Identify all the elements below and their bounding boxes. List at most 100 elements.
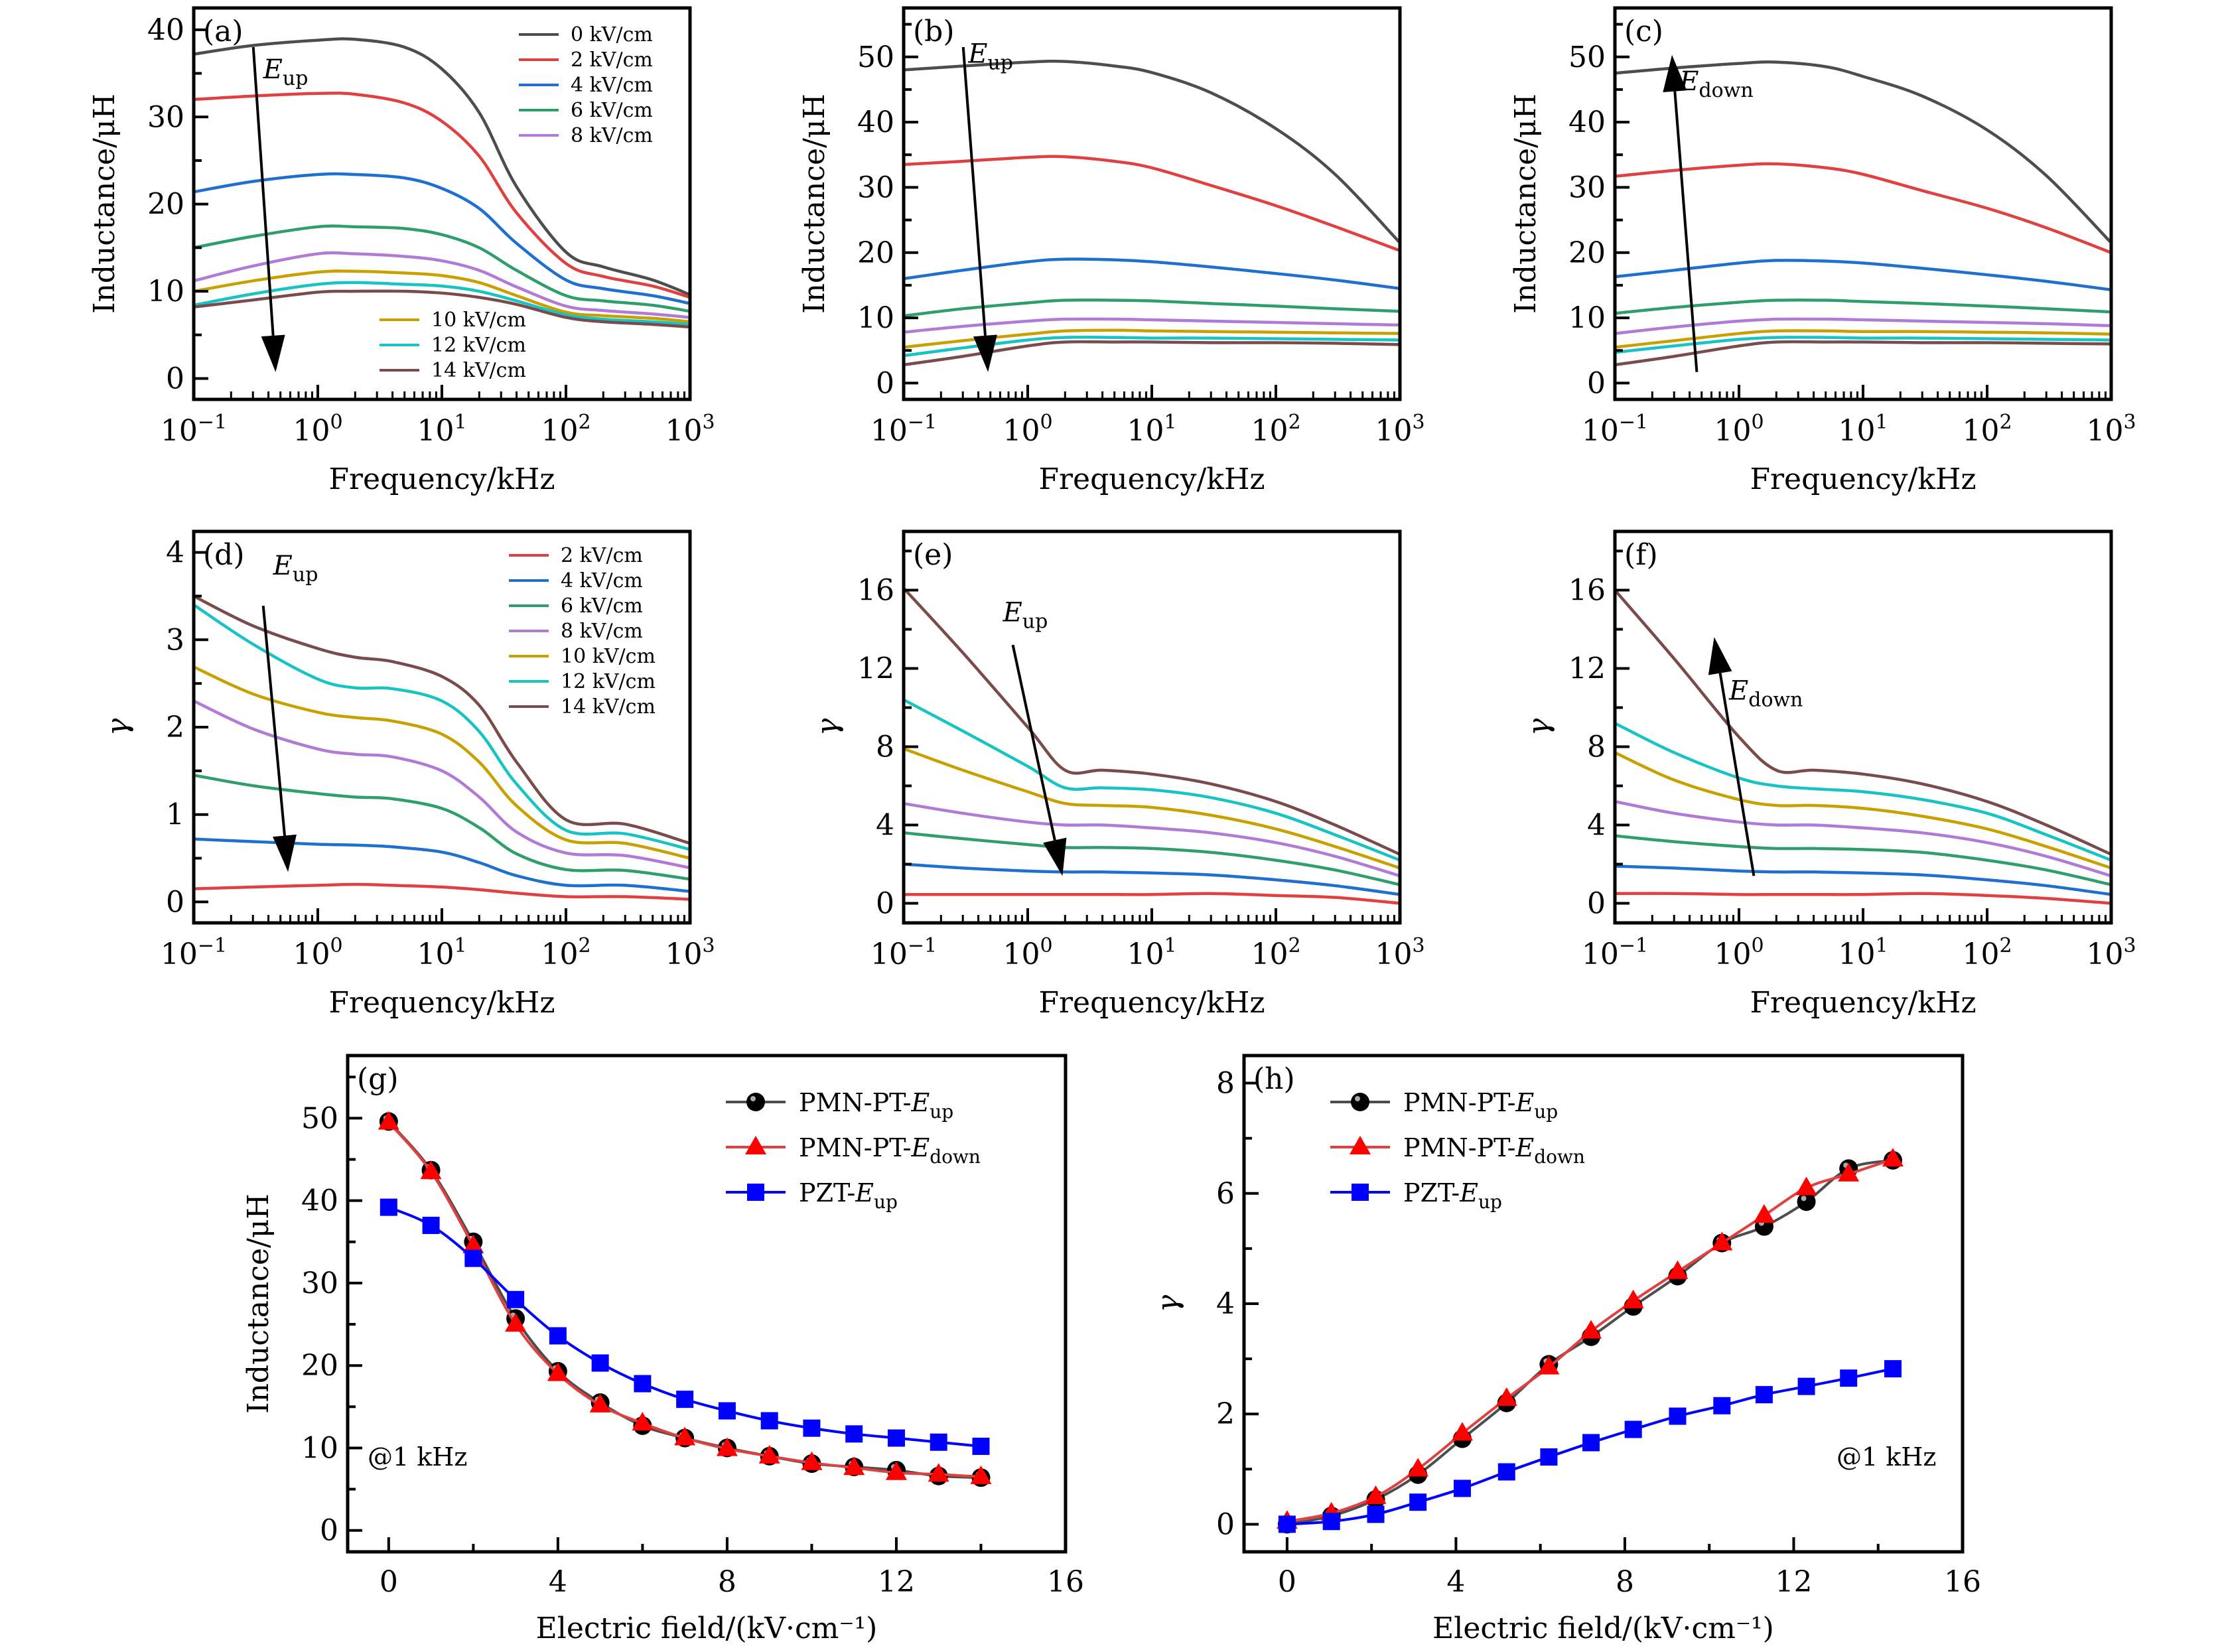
y-tick-label: 30 (857, 171, 894, 204)
y-tick-label: 4 (1216, 1287, 1235, 1321)
legend-label: PMN-PT-Edown (1403, 1133, 1585, 1168)
data-point-square (676, 1391, 694, 1409)
series-line-8kV (904, 801, 1400, 878)
series-line-2kV (904, 155, 1400, 252)
data-point-square (930, 1433, 947, 1451)
x-tick-label: 101 (417, 934, 466, 971)
data-point-triangle (716, 1437, 738, 1456)
series-line-12kV (1615, 722, 2111, 862)
x-tick-label: 103 (1375, 411, 1424, 448)
series-line-10kV (1615, 751, 2111, 870)
y-tick-label: 8 (1216, 1067, 1235, 1101)
legend-label: 6 kV/cm (561, 594, 643, 618)
x-axis-label: Frequency/kHz (1038, 986, 1265, 1020)
series-line-0kV (904, 59, 1400, 244)
data-point-triangle (505, 1313, 527, 1332)
series-line-triangle (387, 1121, 981, 1478)
y-tick-label: 16 (857, 574, 894, 608)
x-tick-label: 10−1 (1582, 411, 1648, 448)
legend-marker-square (747, 1184, 764, 1201)
x-axis-label: Frequency/kHz (1750, 462, 1976, 496)
y-tick-label: 0 (1587, 366, 1606, 400)
legend-label: 4 kV/cm (571, 74, 653, 97)
data-point-square (845, 1425, 863, 1443)
series-line-8kV (194, 251, 690, 319)
data-point-triangle (1795, 1176, 1817, 1196)
series-line-6kV (904, 298, 1400, 318)
plot-area (1615, 589, 2111, 905)
frequency-note: @1 kHz (1837, 1442, 1936, 1472)
x-tick-label: 103 (2086, 934, 2136, 971)
series-line-14kV (194, 289, 690, 329)
plot-area (904, 59, 1400, 367)
panel-tag: (a) (203, 15, 243, 48)
x-tick-label: 101 (1838, 411, 1888, 448)
x-tick-label: 10−1 (870, 411, 937, 448)
axes-frame (1242, 1054, 1965, 1554)
data-point-square (972, 1437, 990, 1455)
series-line-12kV (1615, 336, 2111, 354)
x-tick-label: 101 (417, 411, 466, 448)
series-line-14kV (1615, 589, 2111, 856)
x-tick-label: 12 (1775, 1565, 1812, 1599)
legend-label: 14 kV/cm (431, 359, 526, 382)
legend-marker-circle (746, 1093, 765, 1111)
series-line-4kV (904, 862, 1400, 896)
data-point-triangle (547, 1362, 569, 1381)
y-tick-label: 0 (166, 362, 184, 395)
legend: PMN-PT-Eup PMN-PT-Edown PZT-Eup (726, 1088, 981, 1213)
series-line-12kV (194, 281, 690, 326)
legend-label: 12 kV/cm (561, 670, 656, 693)
x-axis-label: Frequency/kHz (328, 986, 555, 1020)
series-line-0kV (1615, 60, 2111, 244)
x-tick-label: 101 (1127, 411, 1176, 448)
series-line-4kV (1615, 864, 2111, 896)
series-line-8kV (194, 699, 690, 870)
legend-label: 2 kV/cm (571, 48, 653, 72)
legend-label: 10 kV/cm (561, 645, 656, 668)
x-axis-label: Electric field/(kV·cm⁻¹) (536, 1612, 878, 1645)
legend-label: 14 kV/cm (561, 695, 656, 719)
panel-b: 0 10 20 30 40 50 10−1 100 101 102 103 Frequency/kHz… (798, 6, 1425, 496)
x-tick-label: 102 (1251, 411, 1300, 448)
arrow-shaft (251, 46, 275, 336)
x-axis-label: Electric field/(kV·cm⁻¹) (1432, 1612, 1774, 1645)
x-tick-label: 100 (1714, 934, 1764, 971)
panel-g: 0 10 20 30 40 50 0 4 8 12 16 Electric field/(kV·cm⁻… (242, 1054, 1084, 1645)
panel-tag: (g) (357, 1062, 399, 1096)
series-line-0kV (194, 37, 690, 297)
y-tick-label: 20 (857, 236, 894, 270)
panel-tag: (h) (1253, 1062, 1295, 1096)
legend-label: 10 kV/cm (431, 309, 526, 332)
data-point-triangle (1580, 1320, 1602, 1339)
series-line-4kV (1615, 259, 2111, 292)
y-tick-label: 4 (876, 809, 894, 843)
y-tick-label: 50 (1568, 40, 1606, 74)
arrow-down-icon (273, 834, 297, 872)
data-point-square (1797, 1377, 1815, 1395)
data-point-triangle (801, 1451, 823, 1470)
data-point-square (1624, 1420, 1642, 1438)
data-point-triangle (674, 1426, 696, 1446)
series-line-6kV (1615, 834, 2111, 886)
x-tick-label: 16 (1047, 1565, 1084, 1599)
y-tick-label: 4 (166, 536, 184, 570)
arrow-shaft (1011, 644, 1056, 841)
legend-label: 8 kV/cm (571, 124, 653, 147)
x-tick-label: 10−1 (870, 934, 937, 971)
x-tick-label: 102 (1962, 934, 2012, 971)
y-tick-label: 0 (320, 1514, 338, 1548)
x-tick-label: 102 (541, 934, 590, 971)
panel-f: 0 4 8 12 16 10−1 100 101 102 103 Frequency/kHz γ (f)… (1522, 529, 2136, 1020)
y-tick-label: 2 (1216, 1397, 1235, 1431)
series-line-8kV (904, 317, 1400, 334)
x-tick-label: 0 (1278, 1565, 1296, 1599)
arrow-down-icon (261, 334, 285, 372)
data-point-square (380, 1198, 397, 1216)
x-tick-label: 100 (1003, 934, 1052, 971)
x-tick-label: 10−1 (1582, 934, 1648, 971)
data-point-square (1367, 1505, 1385, 1523)
data-point-square (507, 1290, 525, 1308)
panel-tag: (d) (203, 538, 245, 572)
